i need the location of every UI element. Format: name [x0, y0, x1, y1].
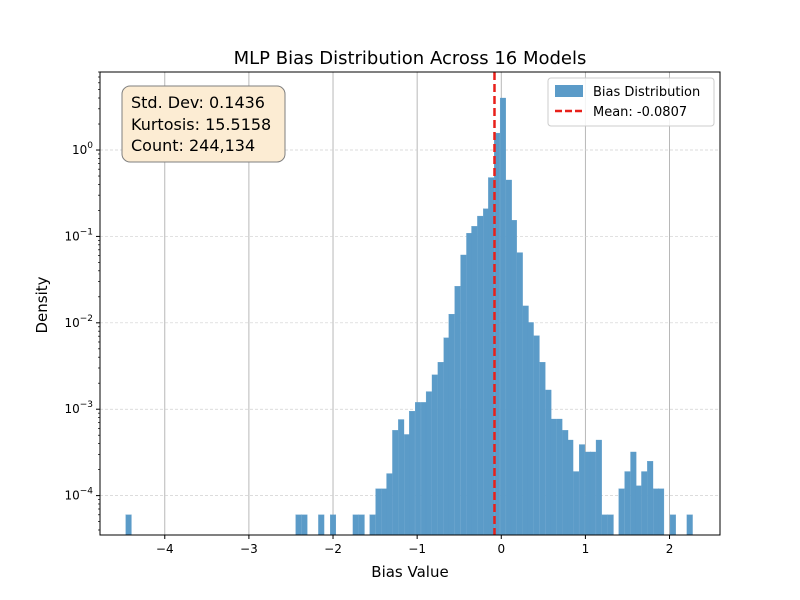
histogram-bar: [499, 97, 506, 536]
histogram-bar: [545, 389, 552, 536]
y-tick-label: 100: [72, 141, 93, 157]
histogram-bar: [641, 471, 648, 536]
histogram-bar: [125, 514, 132, 536]
x-tick-label: −4: [156, 542, 174, 556]
histogram-bar: [669, 514, 676, 536]
x-tick-label: 1: [582, 542, 590, 556]
chart-title: MLP Bias Distribution Across 16 Models: [234, 48, 587, 69]
histogram-bar: [579, 444, 586, 536]
histogram-bar: [381, 488, 388, 536]
histogram-bar: [567, 439, 574, 536]
legend-label-bias-distribution: Bias Distribution: [593, 85, 700, 100]
y-tick-label: 10−1: [64, 227, 93, 243]
histogram-bar: [601, 514, 608, 536]
x-tick-label: 0: [497, 542, 505, 556]
x-tick-label: −1: [408, 542, 426, 556]
histogram-bar: [295, 514, 302, 536]
histogram-bar: [466, 233, 473, 536]
histogram-bar: [460, 254, 467, 536]
legend-label-mean: Mean: -0.0807: [593, 105, 687, 120]
legend-frame: [547, 77, 715, 127]
histogram-bar: [454, 286, 461, 536]
y-tick-label: 10−2: [64, 314, 93, 330]
histogram-bar: [522, 305, 529, 536]
histogram-bar: [562, 430, 569, 536]
histogram-bar: [420, 402, 427, 536]
y-tick-label: 10−4: [64, 487, 93, 503]
histogram-bar: [448, 313, 455, 536]
histogram-bar: [471, 226, 478, 536]
histogram-bar: [392, 430, 399, 536]
x-axis-label: Bias Value: [371, 563, 448, 581]
histogram-bar: [556, 418, 563, 536]
x-tick-label: −3: [240, 542, 258, 556]
histogram-bar: [404, 434, 411, 536]
histogram-bar: [624, 471, 631, 536]
stats-count: Count: 244,134: [131, 136, 255, 155]
histogram-bar: [431, 374, 438, 536]
histogram-bar: [409, 410, 416, 536]
histogram-bar: [301, 514, 308, 536]
legend-bar-swatch: [555, 85, 583, 97]
histogram-bar: [488, 177, 495, 536]
y-axis-ticks: 10−4 10−3 10−2 10−1 100: [64, 71, 100, 531]
histogram-bar: [330, 514, 337, 536]
histogram-bar: [437, 362, 444, 536]
histogram-bar: [607, 514, 614, 536]
histogram-bar: [375, 488, 382, 536]
stats-std-dev: Std. Dev: 0.1436: [131, 93, 265, 112]
histogram-bar: [533, 335, 540, 536]
histogram-bar: [584, 451, 591, 536]
histogram-bar: [510, 220, 517, 536]
histogram-bar: [483, 208, 490, 536]
histogram-bar: [516, 252, 523, 536]
histogram-bar: [425, 391, 432, 536]
x-tick-label: 2: [666, 542, 674, 556]
legend: Bias Distribution Mean: -0.0807: [547, 77, 715, 127]
histogram-bar: [358, 514, 365, 536]
histogram-bar: [477, 215, 484, 536]
plot-area: −4 −3 −2 −1 0 1 2 10−4 10−3 10−2 10−1 100: [64, 71, 721, 556]
stats-box-background: [121, 85, 286, 163]
histogram-bar: [635, 485, 642, 536]
histogram-bar: [647, 461, 654, 536]
histogram-bar: [573, 471, 580, 536]
x-tick-label: −2: [324, 542, 342, 556]
histogram-bar: [527, 322, 534, 536]
histogram-bar: [415, 402, 421, 536]
histogram-bar: [686, 514, 693, 536]
axes-frame: [99, 71, 721, 536]
histogram-bar: [550, 418, 557, 536]
histogram-bar: [352, 514, 359, 536]
histogram-bar: [595, 439, 602, 536]
x-axis-ticks: −4 −3 −2 −1 0 1 2: [156, 535, 673, 556]
histogram-bar: [589, 451, 596, 536]
stats-kurtosis: Kurtosis: 15.5158: [131, 115, 271, 134]
y-tick-label: 10−3: [64, 400, 93, 416]
histogram-bar: [505, 179, 512, 536]
histogram-bar: [658, 488, 665, 536]
stats-box: Std. Dev: 0.1436 Kurtosis: 15.5158 Count…: [121, 85, 286, 163]
histogram-bar: [386, 473, 393, 536]
histogram-bar: [443, 337, 450, 536]
histogram-bar: [539, 362, 546, 536]
histogram-bar: [618, 488, 625, 536]
histogram-bar: [630, 451, 637, 536]
histogram-bar: [369, 514, 376, 536]
histogram-bar: [653, 488, 660, 536]
histogram-bar: [398, 419, 405, 536]
histogram-bar: [318, 514, 325, 536]
y-axis-label: Density: [33, 276, 51, 333]
histogram-bars: [125, 97, 693, 536]
